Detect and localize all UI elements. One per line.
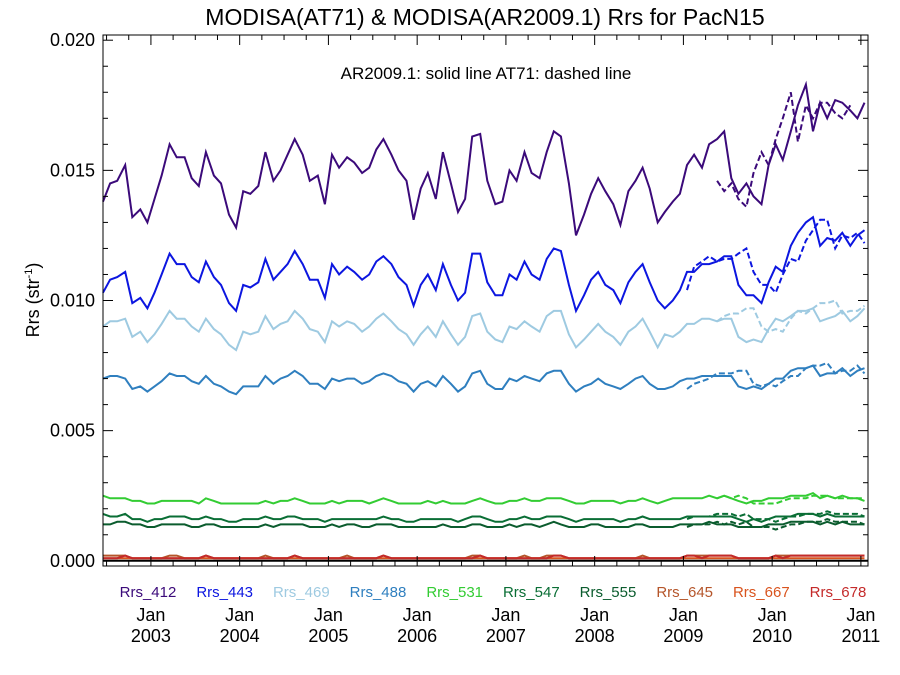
y-axis-label-exponent: -1 <box>23 269 35 279</box>
x-tick-label-year: 2003 <box>131 626 171 646</box>
x-tick-label-year: 2011 <box>842 626 881 646</box>
series-line-rrs-488 <box>102 364 865 396</box>
x-tick-label-year: 2010 <box>752 626 792 646</box>
x-tick-label-year: 2004 <box>220 626 260 646</box>
x-tick-label-month: Jan <box>580 605 609 625</box>
y-axis-label: Rrs (str-1) <box>23 263 43 338</box>
legend-entry-rrs-469: Rrs_469 <box>273 584 330 601</box>
legend: Rrs_412 Rrs_443 Rrs_469 Rrs_488 Rrs_531 Rrs_5… <box>120 584 867 601</box>
chart-title: MODISA(AT71) & MODISA(AR2009.1) Rrs for … <box>205 4 764 30</box>
legend-entry-rrs-412: Rrs_412 <box>120 584 177 601</box>
series-layer <box>102 80 866 560</box>
x-tick-label-month: Jan <box>403 605 432 625</box>
series-line-rrs-531 <box>102 491 865 505</box>
line-style-note: AR2009.1: solid line AT71: dashed line <box>341 64 632 83</box>
y-tick-label: 0.010 <box>50 291 95 311</box>
y-axis-label-close: ) <box>23 263 43 269</box>
legend-entry-rrs-645: Rrs_645 <box>656 584 713 601</box>
legend-entry-rrs-678: Rrs_678 <box>810 584 867 601</box>
y-axis: 0.000 0.005 0.010 0.015 0.020 <box>50 30 868 571</box>
legend-entry-rrs-531: Rrs_531 <box>426 584 483 601</box>
legend-entry-rrs-667: Rrs_667 <box>733 584 790 601</box>
series-dashed-line-rrs-469 <box>716 299 866 333</box>
x-tick-label-year: 2007 <box>486 626 526 646</box>
x-axis: Jan2003Jan2004Jan2005Jan2006Jan2007Jan20… <box>106 35 881 646</box>
series-dashed-line-rrs-488 <box>686 361 866 390</box>
x-tick-label-year: 2006 <box>397 626 437 646</box>
y-tick-label: 0.020 <box>50 30 95 50</box>
legend-entry-rrs-555: Rrs_555 <box>580 584 637 601</box>
x-tick-label-year: 2009 <box>663 626 703 646</box>
y-tick-label: 0.005 <box>50 421 95 441</box>
x-tick-label-month: Jan <box>491 605 520 625</box>
x-tick-label-year: 2008 <box>575 626 615 646</box>
x-tick-label-month: Jan <box>314 605 343 625</box>
series-dashed-line-rrs-443 <box>686 218 866 295</box>
series-dashed-line-rrs-531 <box>716 494 865 505</box>
legend-entry-rrs-443: Rrs_443 <box>196 584 253 601</box>
legend-entry-rrs-547: Rrs_547 <box>503 584 560 601</box>
y-tick-label: 0.015 <box>50 160 95 180</box>
y-axis-label-text: Rrs (str <box>23 278 43 337</box>
x-tick-label-month: Jan <box>758 605 787 625</box>
x-tick-label-month: Jan <box>846 605 875 625</box>
x-tick-label-month: Jan <box>136 605 165 625</box>
series-dashed-line-rrs-547 <box>686 510 865 523</box>
legend-entry-rrs-488: Rrs_488 <box>350 584 407 601</box>
series-line-rrs-443 <box>102 215 866 314</box>
y-tick-label: 0.000 <box>50 551 95 571</box>
plot-frame <box>102 34 869 567</box>
series-dashed-line-rrs-412 <box>716 92 852 209</box>
series-dashed-line-rrs-555 <box>686 518 865 531</box>
x-tick-label-month: Jan <box>225 605 254 625</box>
series-line-rrs-412 <box>102 80 866 236</box>
x-tick-label-year: 2005 <box>308 626 348 646</box>
series-line-rrs-555 <box>103 520 865 529</box>
series-line-rrs-469 <box>102 307 866 352</box>
series-line-rrs-547 <box>102 512 865 523</box>
x-tick-label-month: Jan <box>669 605 698 625</box>
series-line-rrs-678 <box>103 554 865 560</box>
